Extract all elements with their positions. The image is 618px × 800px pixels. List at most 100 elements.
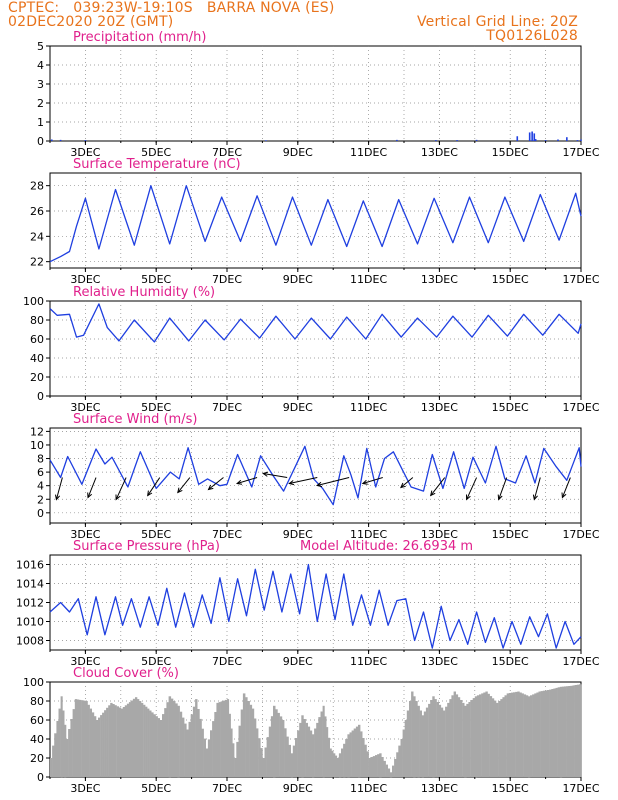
cloud-bar xyxy=(273,705,276,778)
cloud-bar xyxy=(553,688,556,777)
wind-xtick-label: 11DEC xyxy=(350,528,387,541)
cloud-bar xyxy=(559,686,563,778)
cloud-bar xyxy=(50,758,53,777)
rh-ytick-label: 40 xyxy=(30,352,44,365)
cloud-bar xyxy=(141,702,144,777)
cloud-bar xyxy=(534,693,537,777)
cloud-bar xyxy=(159,720,163,777)
cloud-bar xyxy=(137,699,140,777)
cloud-bar xyxy=(249,704,253,777)
cloud-bar xyxy=(224,699,228,777)
cloud-bar xyxy=(60,696,63,778)
cloud-ytick-label: 40 xyxy=(30,733,44,746)
cloud-bar xyxy=(297,730,300,777)
cloud-bar xyxy=(406,710,410,777)
precip-bar xyxy=(475,139,478,141)
cloud-bar xyxy=(326,727,329,777)
wind-ytick-label: 6 xyxy=(37,466,44,479)
cloud-bar xyxy=(98,717,101,777)
cloud-bar xyxy=(262,758,265,777)
pressure-xtick-label: 11DEC xyxy=(350,655,387,668)
cloud-bar xyxy=(532,694,535,777)
cloud-bar xyxy=(540,691,543,777)
cloud-bar xyxy=(375,755,378,777)
cloud-bar xyxy=(130,700,134,777)
cloud-bar xyxy=(481,693,484,777)
cloud-bar xyxy=(292,745,296,777)
cloud-bar xyxy=(392,765,395,777)
cloud-bar xyxy=(415,701,418,777)
cloud-bar xyxy=(453,691,456,777)
cloud-bar xyxy=(347,734,350,778)
cloud-bar xyxy=(333,753,336,778)
cloud-bar xyxy=(65,739,69,777)
cloud-bar xyxy=(299,722,302,777)
cloud-bar xyxy=(468,702,471,777)
temp-series-line xyxy=(49,185,582,263)
cloud-bar xyxy=(360,731,363,777)
temp-xtick-label: 11DEC xyxy=(350,273,387,286)
cloud-bar xyxy=(238,725,241,777)
cloud-bar xyxy=(56,721,59,777)
cloud-bar xyxy=(195,699,198,777)
wind-arrow xyxy=(498,477,508,500)
cloud-bar xyxy=(197,709,200,777)
cloud-bar xyxy=(258,738,261,777)
cloud-bar xyxy=(232,743,235,777)
cloud-bar xyxy=(470,700,473,777)
cloud-bar xyxy=(476,695,480,777)
cloud-bar xyxy=(510,692,514,777)
cloud-bar xyxy=(102,712,105,777)
cloud-bar xyxy=(442,710,446,777)
cloud-bar xyxy=(425,707,429,777)
cloud-bar xyxy=(400,739,403,777)
cloud-bar xyxy=(118,707,122,777)
precip-xtick-label: 3DEC xyxy=(70,146,100,159)
cloud-bar xyxy=(210,730,213,777)
header-grid-line: Vertical Grid Line: 20Z xyxy=(416,14,578,30)
rh-ytick-label: 100 xyxy=(23,295,44,308)
temp-xtick-label: 15DEC xyxy=(492,273,529,286)
cloud-bar xyxy=(327,737,330,777)
cloud-bar xyxy=(52,745,55,777)
cloud-bar xyxy=(281,720,285,777)
cloud-bar xyxy=(564,686,567,777)
cloud-bar xyxy=(385,764,388,777)
cloud-bar xyxy=(230,728,233,777)
header-datetime: 02DEC2020 20Z (GMT) xyxy=(8,14,174,30)
cloud-bar xyxy=(538,691,541,777)
rh-xtick-label: 11DEC xyxy=(350,401,387,414)
wind-arrow xyxy=(561,477,571,498)
cloud-bar xyxy=(459,700,463,777)
precip-bar xyxy=(396,139,398,141)
cloud-bar xyxy=(153,714,156,777)
precip-bar xyxy=(544,140,547,141)
cloud-xtick-label: 15DEC xyxy=(492,782,529,795)
cloud-xtick-label: 3DEC xyxy=(70,782,100,795)
cloud-bar xyxy=(474,696,478,778)
cloud-bar xyxy=(256,728,259,777)
cloud-bar xyxy=(309,730,313,777)
cloud-bar xyxy=(147,708,150,777)
wind-arrow xyxy=(466,477,478,500)
cloud-bar xyxy=(192,706,196,777)
cloud-bar xyxy=(247,701,250,777)
cloud-bar xyxy=(316,722,319,777)
cloud-bar xyxy=(72,709,76,777)
cloud-bar xyxy=(530,695,533,777)
wind-xtick-label: 7DEC xyxy=(212,528,242,541)
wind-arrow-head xyxy=(207,484,214,491)
cloud-bar xyxy=(128,702,132,777)
cloud-bar xyxy=(430,700,433,777)
temp-xtick-label: 17DEC xyxy=(562,273,599,286)
cloud-bar xyxy=(572,685,575,777)
cloud-bar xyxy=(303,719,306,777)
cloud-bar xyxy=(62,710,65,777)
cloud-bar xyxy=(190,714,194,777)
cloud-bar xyxy=(462,702,465,777)
cloud-bar xyxy=(186,729,189,777)
cloud-bar xyxy=(201,728,204,777)
temp-title: Surface Temperature (nC) xyxy=(73,157,241,172)
cloud-bar xyxy=(245,697,248,777)
cloud-bar xyxy=(343,743,346,778)
